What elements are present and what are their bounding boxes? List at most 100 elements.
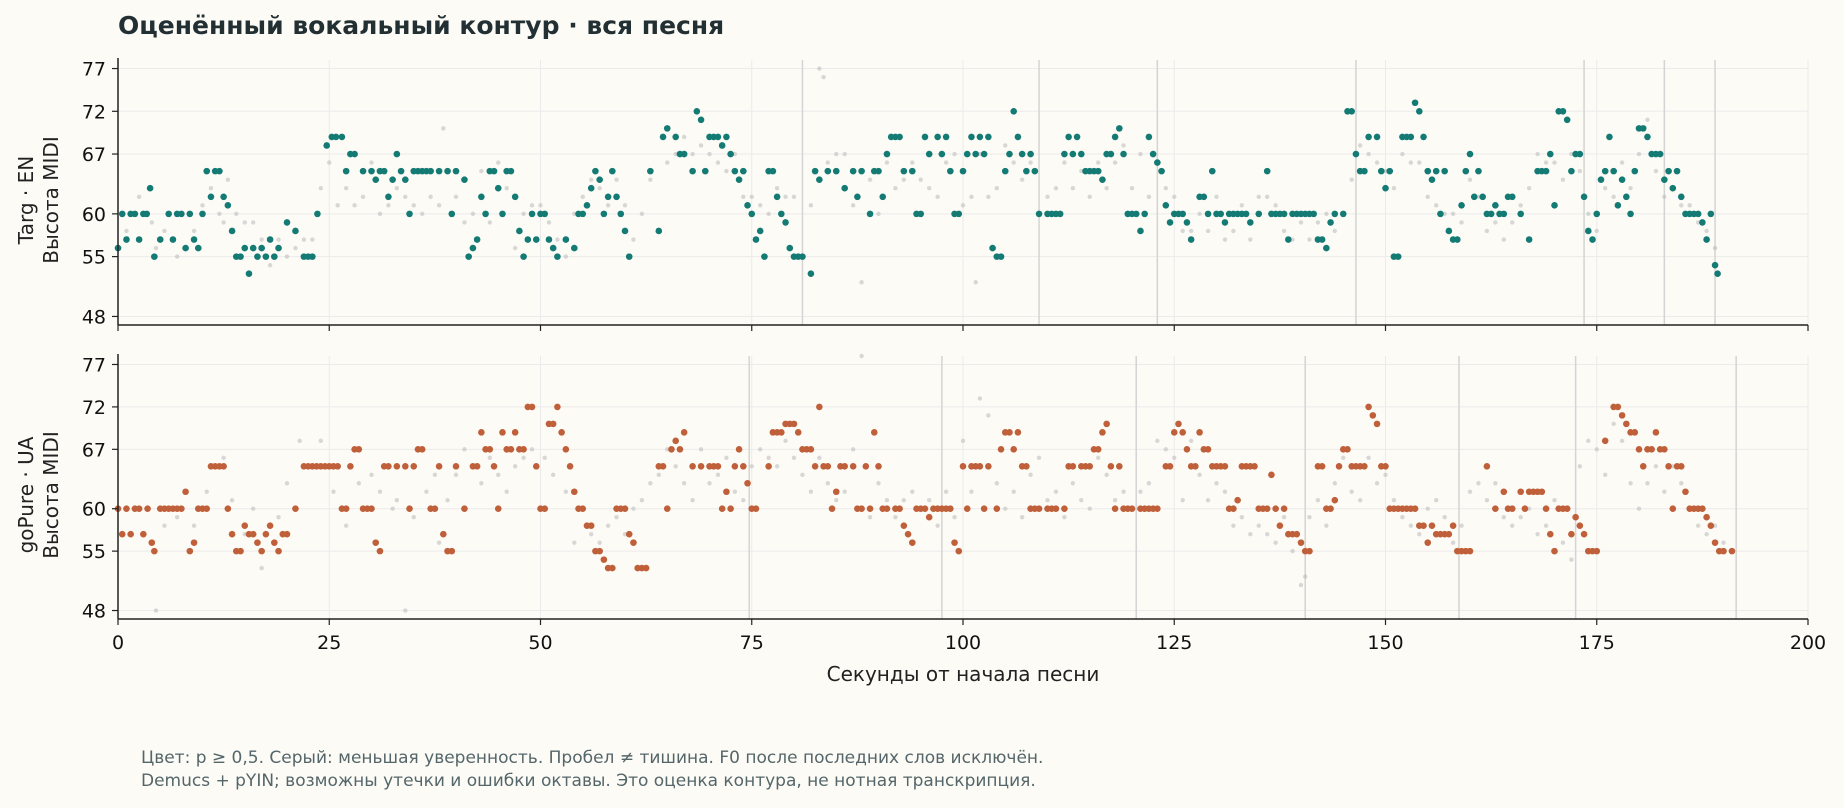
confident-point: [959, 167, 967, 175]
confident-point: [993, 505, 1001, 513]
low-confidence-point: [276, 514, 281, 520]
low-confidence-point: [1704, 531, 1709, 537]
confident-point: [178, 505, 185, 513]
low-confidence-point: [1687, 203, 1692, 208]
y-tick-label: 72: [82, 101, 106, 123]
low-confidence-point: [589, 531, 594, 537]
low-confidence-point: [724, 455, 729, 461]
low-confidence-point: [808, 489, 814, 494]
low-confidence-point: [1096, 160, 1101, 165]
confident-point: [554, 253, 561, 260]
confident-point: [816, 403, 823, 411]
confident-point: [854, 193, 861, 201]
confident-point: [368, 167, 375, 175]
confident-point: [1449, 522, 1457, 529]
low-confidence-point: [1011, 160, 1016, 165]
confident-point: [642, 564, 650, 572]
confident-point: [1006, 150, 1013, 158]
confident-point: [579, 505, 587, 513]
low-confidence-point: [200, 203, 205, 208]
confident-point: [203, 167, 211, 175]
confident-point: [997, 446, 1005, 453]
low-confidence-point: [1138, 489, 1143, 494]
confident-point: [1673, 167, 1681, 175]
low-confidence-point: [1518, 203, 1523, 208]
confident-point: [693, 107, 701, 115]
confident-point: [951, 539, 958, 546]
confident-point: [727, 505, 734, 513]
x-tick-label: 150: [1367, 632, 1403, 654]
confident-point: [1348, 107, 1355, 115]
low-confidence-point: [521, 455, 526, 461]
confident-point: [135, 236, 143, 243]
confident-point: [1323, 244, 1330, 252]
confident-point: [528, 210, 536, 218]
low-confidence-point: [424, 489, 429, 494]
low-confidence-point: [331, 489, 336, 494]
confident-point: [1285, 236, 1292, 243]
confident-point: [292, 505, 299, 513]
low-confidence-point: [1019, 514, 1025, 520]
confident-point: [562, 236, 570, 243]
low-confidence-point: [1510, 523, 1515, 528]
confident-point: [883, 505, 891, 513]
confident-point: [1310, 210, 1317, 218]
low-confidence-point: [783, 438, 788, 444]
confident-point: [1454, 236, 1461, 243]
confident-point: [1466, 150, 1474, 158]
confident-point: [828, 505, 836, 513]
confident-point: [216, 167, 223, 175]
low-confidence-point: [597, 540, 602, 545]
low-confidence-point: [377, 489, 383, 494]
low-confidence-point: [690, 151, 695, 157]
confident-point: [879, 193, 887, 201]
low-confidence-point: [1129, 186, 1135, 191]
low-confidence-point: [136, 194, 142, 199]
confident-point: [1652, 429, 1660, 436]
x-tick-label: 100: [945, 632, 981, 654]
low-confidence-point: [1526, 506, 1532, 511]
confident-point: [275, 547, 282, 555]
low-confidence-point: [1222, 489, 1228, 494]
confident-point: [587, 522, 595, 529]
top-ylabel-line2: Высота MIDI: [39, 136, 63, 263]
low-confidence-point: [774, 186, 780, 191]
confident-point: [1677, 193, 1685, 201]
confident-point: [1120, 150, 1127, 158]
confident-point: [490, 462, 498, 470]
confident-point: [1627, 210, 1634, 218]
confident-point: [528, 403, 536, 411]
confident-point: [1601, 437, 1609, 445]
confident-point: [355, 446, 363, 453]
confident-point: [1568, 530, 1575, 538]
confident-point: [1078, 150, 1085, 158]
confident-point: [740, 167, 747, 175]
confident-point: [1369, 412, 1377, 419]
low-confidence-point: [639, 211, 645, 217]
confident-point: [1339, 210, 1347, 218]
confident-point: [1276, 522, 1284, 529]
confident-point: [1061, 505, 1068, 513]
confident-point: [1508, 505, 1516, 513]
low-confidence-point: [884, 160, 890, 165]
confident-point: [896, 133, 903, 141]
confident-point: [1065, 133, 1072, 141]
low-confidence-point: [749, 194, 754, 199]
low-confidence-point: [521, 211, 526, 217]
y-tick-label: 67: [82, 144, 106, 166]
confident-point: [342, 505, 350, 513]
confident-point: [131, 210, 139, 218]
confident-point: [1563, 505, 1571, 513]
confident-point: [249, 244, 257, 252]
confident-point: [1517, 488, 1524, 496]
confident-point: [507, 167, 515, 175]
confident-point: [1538, 488, 1546, 496]
low-confidence-point: [1188, 228, 1194, 234]
confident-point: [769, 167, 777, 175]
low-confidence-point: [479, 481, 484, 486]
confident-point: [1023, 167, 1030, 175]
confident-point: [323, 142, 331, 149]
confident-point: [942, 133, 950, 141]
low-confidence-point: [867, 177, 873, 182]
low-confidence-point: [1121, 489, 1126, 494]
